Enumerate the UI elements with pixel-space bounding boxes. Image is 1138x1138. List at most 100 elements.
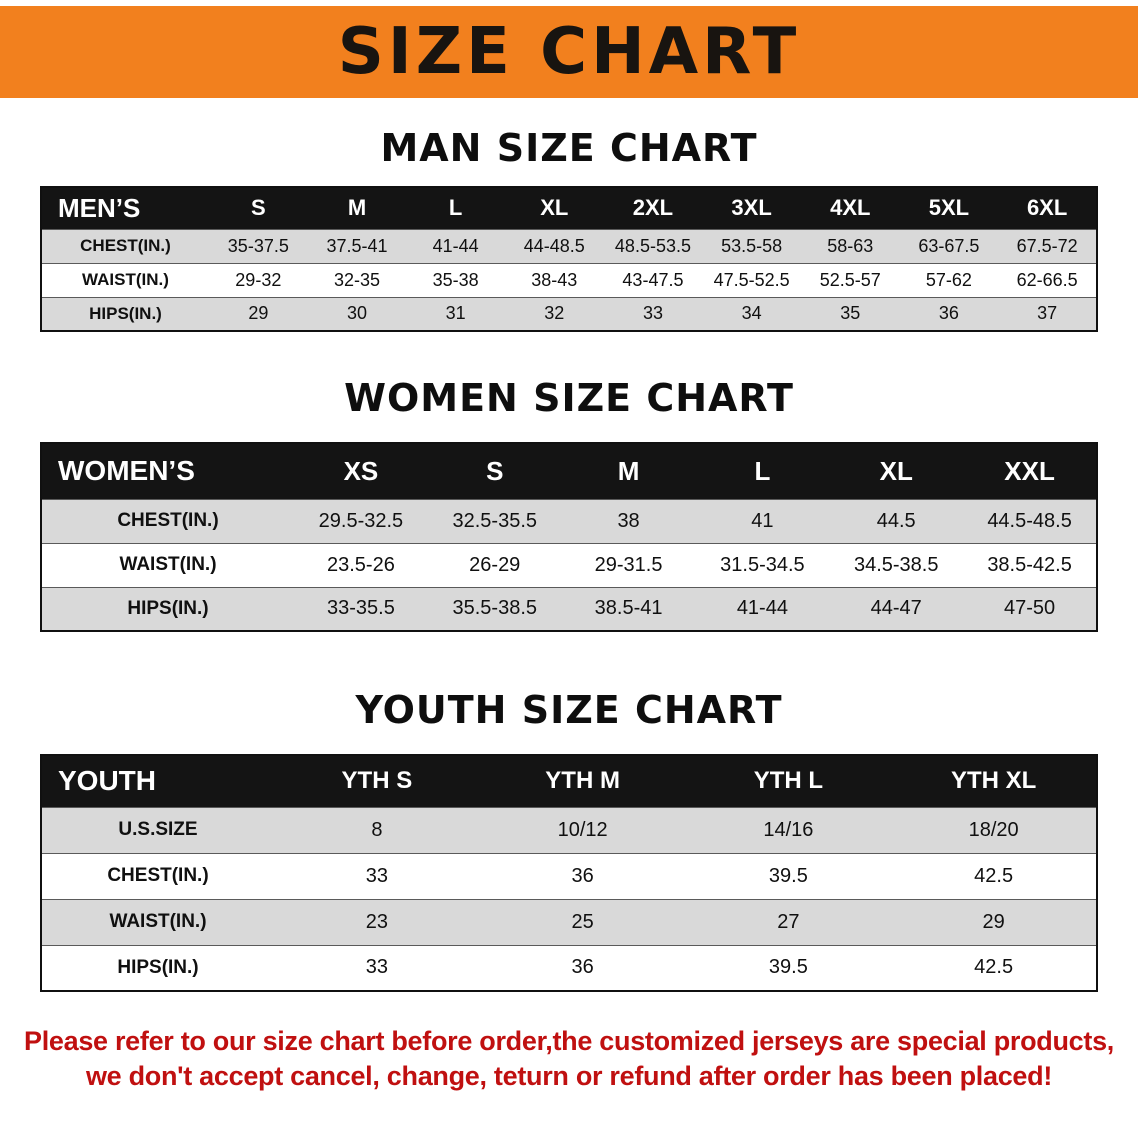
data-cell: 23.5-26 (326, 553, 395, 576)
size-column-header: 2XL (603, 187, 703, 229)
men-section-title: MAN SIZE CHART (380, 126, 758, 170)
data-cell: 32-35 (333, 269, 380, 290)
page-title: SIZE CHART (337, 15, 801, 89)
data-cell: 23 (365, 910, 388, 933)
data-cell: 36 (938, 303, 959, 324)
data-cell: 52.5-57 (819, 269, 881, 290)
size-column-header: M (307, 187, 407, 229)
size-column-header: S (427, 443, 562, 499)
data-cell: 10/12 (557, 818, 608, 841)
data-cell: 27 (777, 910, 800, 933)
table-row: HIPS(IN.) 33 36 39.5 42.5 (41, 945, 1097, 991)
data-cell: 42.5 (974, 956, 1014, 979)
size-column-header: YTH L (685, 755, 892, 807)
data-cell: 36 (571, 956, 594, 979)
table-corner-label: MEN’S (41, 187, 209, 229)
size-column-header: 6XL (998, 187, 1097, 229)
row-label: WAIST(IN.) (109, 911, 207, 932)
disclaimer: Please refer to our size chart before or… (0, 1026, 1138, 1092)
data-cell: 35.5-38.5 (452, 597, 537, 620)
data-cell: 37.5-41 (326, 235, 388, 256)
data-cell: 43-47.5 (622, 269, 684, 290)
size-column-header: 5XL (899, 187, 999, 229)
size-column-header: XL (504, 187, 604, 229)
table-row: WAIST(IN.) 23 25 27 29 (41, 899, 1097, 945)
data-cell: 39.5 (768, 864, 808, 887)
data-cell: 32 (544, 303, 565, 324)
youth-size-table: YOUTH YTH S YTH M YTH L YTH XL U.S.SIZE 8 10/12… (40, 754, 1098, 992)
data-cell: 33 (365, 956, 388, 979)
header-row: WOMEN’S XS S M L XL XXL (41, 443, 1097, 499)
data-cell: 29-31.5 (594, 553, 663, 576)
table-row: CHEST(IN.) 33 36 39.5 42.5 (41, 853, 1097, 899)
row-label: HIPS(IN.) (89, 303, 162, 323)
data-cell: 37 (1037, 303, 1058, 324)
data-cell: 33-35.5 (326, 597, 395, 620)
size-column-header: M (561, 443, 696, 499)
data-cell: 62-66.5 (1016, 269, 1078, 290)
women-size-table: WOMEN’S XS S M L XL XXL CHEST(IN.) 29.5-32.5 32.5… (40, 442, 1098, 632)
row-label: CHEST(IN.) (117, 510, 219, 531)
men-size-table: MEN’S S M L XL 2XL 3XL 4XL 5XL 6XL CHEST(IN.) 35-37… (40, 186, 1098, 332)
data-cell: 47.5-52.5 (713, 269, 790, 290)
data-cell: 29 (248, 303, 269, 324)
data-cell: 30 (346, 303, 367, 324)
row-label: HIPS(IN.) (127, 597, 209, 619)
table-row: WAIST(IN.) 23.5-26 26-29 29-31.5 31.5-34.5 34… (41, 543, 1097, 587)
data-cell: 39.5 (768, 956, 808, 979)
size-column-header: XS (294, 443, 428, 499)
data-cell: 47-50 (1003, 597, 1056, 620)
size-column-header: L (406, 187, 505, 229)
data-cell: 25 (571, 910, 594, 933)
data-cell: 29 (982, 910, 1005, 933)
youth-section: YOUTH SIZE CHART YOUTH YTH S YTH M YTH L YTH… (0, 688, 1138, 992)
data-cell: 18/20 (968, 818, 1019, 841)
data-cell: 44.5-48.5 (987, 509, 1072, 532)
table-row: CHEST(IN.) 35-37.5 37.5-41 41-44 44-48.5 48.5… (41, 229, 1097, 263)
data-cell: 41 (751, 509, 774, 532)
size-column-header: YTH XL (891, 755, 1097, 807)
data-cell: 38-43 (531, 269, 578, 290)
data-cell: 48.5-53.5 (614, 235, 691, 256)
row-label: WAIST(IN.) (82, 270, 169, 289)
table-row: CHEST(IN.) 29.5-32.5 32.5-35.5 38 41 44.5 44.5… (41, 499, 1097, 543)
women-section: WOMEN SIZE CHART WOMEN’S XS S M L XL XXL CHEST(… (0, 376, 1138, 632)
data-cell: 35-38 (432, 269, 479, 290)
women-section-title: WOMEN SIZE CHART (344, 376, 794, 420)
size-column-header: 3XL (702, 187, 801, 229)
header-row: YOUTH YTH S YTH M YTH L YTH XL (41, 755, 1097, 807)
men-section: MAN SIZE CHART MEN’S S M L XL 2XL 3XL 4XL 5XL 6XL… (0, 126, 1138, 332)
data-cell: 42.5 (974, 864, 1014, 887)
data-cell: 38.5-41 (594, 597, 663, 620)
data-cell: 26-29 (469, 553, 521, 576)
data-cell: 29.5-32.5 (318, 509, 404, 532)
data-cell: 34 (741, 303, 762, 324)
data-cell: 44.5 (876, 509, 916, 532)
banner: SIZE CHART (0, 6, 1138, 98)
size-chart-page: SIZE CHART MAN SIZE CHART MEN’S S M L XL 2XL 3… (0, 6, 1138, 1138)
table-row: WAIST(IN.) 29-32 32-35 35-38 38-43 43-47.5 47.… (41, 263, 1097, 297)
size-column-header: YTH M (479, 755, 686, 807)
data-cell: 44-47 (870, 597, 922, 620)
disclaimer-line-2: we don't accept cancel, change, teturn o… (85, 1061, 1053, 1091)
data-cell: 32.5-35.5 (452, 509, 537, 532)
data-cell: 58-63 (827, 235, 874, 256)
youth-section-title: YOUTH SIZE CHART (355, 688, 783, 732)
data-cell: 38 (617, 509, 640, 532)
data-cell: 33 (642, 303, 663, 324)
data-cell: 57-62 (925, 269, 972, 290)
row-label: WAIST(IN.) (119, 554, 217, 575)
data-cell: 44-48.5 (523, 235, 585, 256)
data-cell: 63-67.5 (918, 235, 980, 256)
data-cell: 29-32 (235, 269, 282, 290)
data-cell: 41-44 (432, 235, 479, 256)
data-cell: 14/16 (763, 818, 814, 841)
size-column-header: XXL (963, 443, 1097, 499)
data-cell: 31.5-34.5 (720, 553, 805, 576)
header-row: MEN’S S M L XL 2XL 3XL 4XL 5XL 6XL (41, 187, 1097, 229)
row-label: CHEST(IN.) (80, 236, 171, 255)
data-cell: 35-37.5 (227, 235, 289, 256)
row-label: HIPS(IN.) (117, 956, 199, 978)
data-cell: 38.5-42.5 (987, 553, 1072, 576)
size-column-header: YTH S (274, 755, 480, 807)
